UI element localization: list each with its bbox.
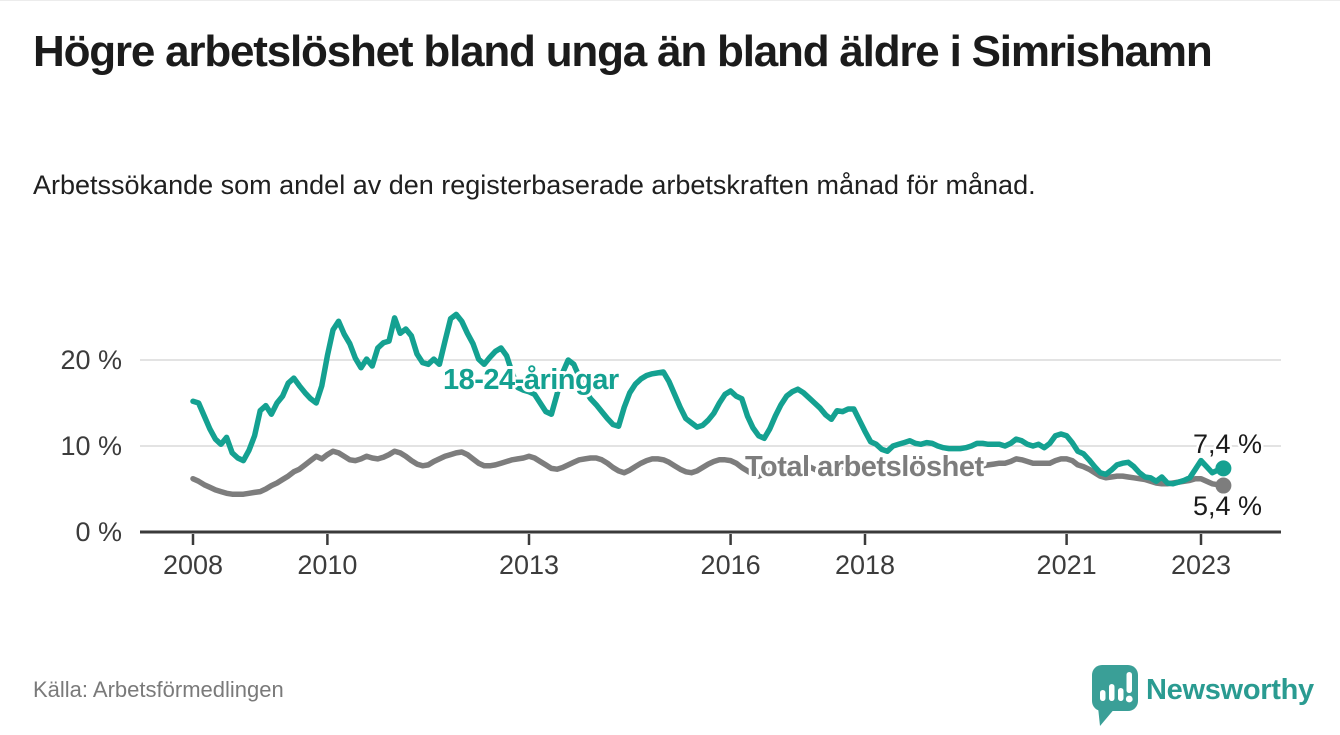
x-tick-label-2018: 2018 (835, 550, 895, 580)
series-end-dot-Total arbetslöshet (1215, 477, 1232, 494)
source-note: Källa: Arbetsförmedlingen (33, 677, 284, 702)
chart-subtitle: Arbetssökande som andel av den registerb… (33, 170, 1036, 200)
x-tick-label-2010: 2010 (297, 550, 357, 580)
series-line-18-24-åringar (190, 311, 1227, 487)
logo-exclamation-bar (1126, 672, 1132, 693)
end-value-label-total: 5,4 % (1193, 491, 1262, 521)
newsworthy-logo-icon (1092, 665, 1138, 726)
x-tick-label-2023: 2023 (1171, 550, 1231, 580)
x-tick-label-2008: 2008 (163, 550, 223, 580)
series-label-total: Total arbetslöshet (745, 451, 984, 483)
end-value-label-youth: 7,4 % (1193, 429, 1262, 459)
x-tick-label-2016: 2016 (701, 550, 761, 580)
series-end-dot-18-24-åringar (1215, 460, 1232, 477)
y-tick-label-20: 20 % (60, 345, 122, 375)
x-tick-label-2021: 2021 (1037, 550, 1097, 580)
newsworthy-logo-text: Newsworthy (1146, 674, 1314, 706)
logo-exclamation-dot (1125, 695, 1133, 703)
logo-bubble-tail (1098, 707, 1116, 726)
logo-bar-1 (1100, 690, 1106, 701)
newsworthy-logo[interactable]: Newsworthy (1088, 663, 1340, 729)
y-tick-label-10: 10 % (60, 431, 122, 461)
series-label-youth: 18-24-åringar (443, 364, 619, 396)
logo-bar-2 (1109, 684, 1115, 701)
x-tick-label-2013: 2013 (499, 550, 559, 580)
series-line-Total arbetslöshet (190, 448, 1227, 497)
logo-bar-3 (1118, 688, 1124, 701)
page-title: Högre arbetslöshet bland unga än bland ä… (33, 27, 1213, 76)
y-tick-label-0: 0 % (75, 517, 122, 547)
